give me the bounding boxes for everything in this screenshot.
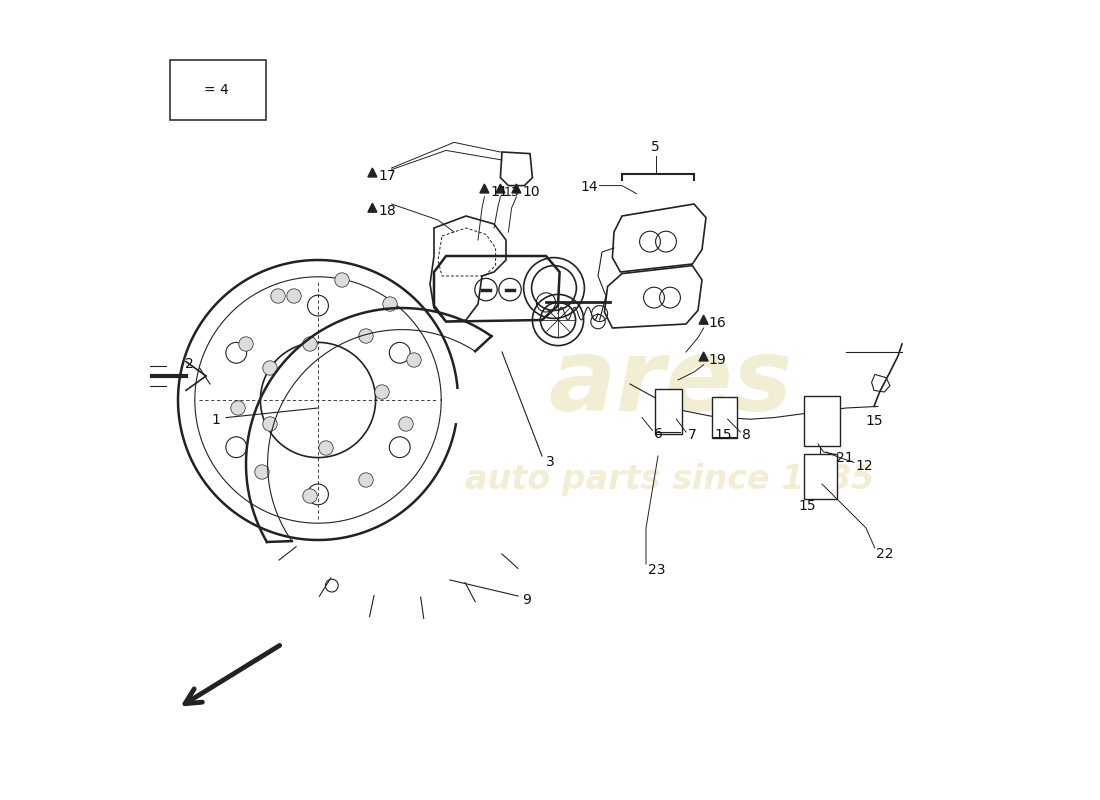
Polygon shape <box>496 184 505 193</box>
Circle shape <box>359 329 373 343</box>
Circle shape <box>287 289 301 303</box>
Circle shape <box>255 465 270 479</box>
Circle shape <box>239 337 253 351</box>
Polygon shape <box>188 84 196 92</box>
FancyBboxPatch shape <box>654 389 682 434</box>
FancyBboxPatch shape <box>804 396 839 446</box>
Text: 15: 15 <box>798 498 815 513</box>
Text: auto parts since 1985: auto parts since 1985 <box>465 463 874 497</box>
FancyBboxPatch shape <box>804 454 837 499</box>
Text: 12: 12 <box>856 458 873 473</box>
Text: 3: 3 <box>546 455 554 470</box>
Text: 14: 14 <box>581 180 598 194</box>
Text: = 4: = 4 <box>205 83 229 98</box>
Circle shape <box>263 417 277 431</box>
Circle shape <box>271 289 285 303</box>
Circle shape <box>334 273 349 287</box>
Text: 13: 13 <box>504 186 519 198</box>
Text: 15: 15 <box>866 414 883 428</box>
Text: 8: 8 <box>742 428 751 442</box>
Polygon shape <box>367 203 377 212</box>
Polygon shape <box>700 315 708 324</box>
FancyBboxPatch shape <box>170 60 266 120</box>
Circle shape <box>383 297 397 311</box>
Circle shape <box>231 401 245 415</box>
Polygon shape <box>700 352 708 361</box>
Polygon shape <box>480 184 488 193</box>
Text: 6: 6 <box>654 426 663 441</box>
Circle shape <box>319 441 333 455</box>
Text: 19: 19 <box>708 353 726 367</box>
Text: 17: 17 <box>378 169 396 183</box>
Circle shape <box>263 361 277 375</box>
Circle shape <box>302 337 317 351</box>
FancyBboxPatch shape <box>712 397 737 438</box>
Text: 1: 1 <box>211 413 220 427</box>
Text: 11: 11 <box>490 185 508 199</box>
Text: 23: 23 <box>648 562 666 577</box>
Text: 15: 15 <box>714 428 732 442</box>
Text: 2: 2 <box>185 357 194 371</box>
Text: 21: 21 <box>836 450 854 465</box>
Text: 18: 18 <box>378 204 396 218</box>
Circle shape <box>375 385 389 399</box>
Text: 16: 16 <box>708 316 726 330</box>
Text: 7: 7 <box>688 428 696 442</box>
Circle shape <box>302 489 317 503</box>
Text: 9: 9 <box>522 593 531 607</box>
Text: 5: 5 <box>651 139 660 154</box>
Circle shape <box>399 417 414 431</box>
Circle shape <box>359 473 373 487</box>
Text: 22: 22 <box>877 546 894 561</box>
Circle shape <box>407 353 421 367</box>
Text: 10: 10 <box>522 185 540 199</box>
Polygon shape <box>512 184 521 193</box>
Polygon shape <box>367 168 377 177</box>
Text: ares: ares <box>548 335 792 433</box>
